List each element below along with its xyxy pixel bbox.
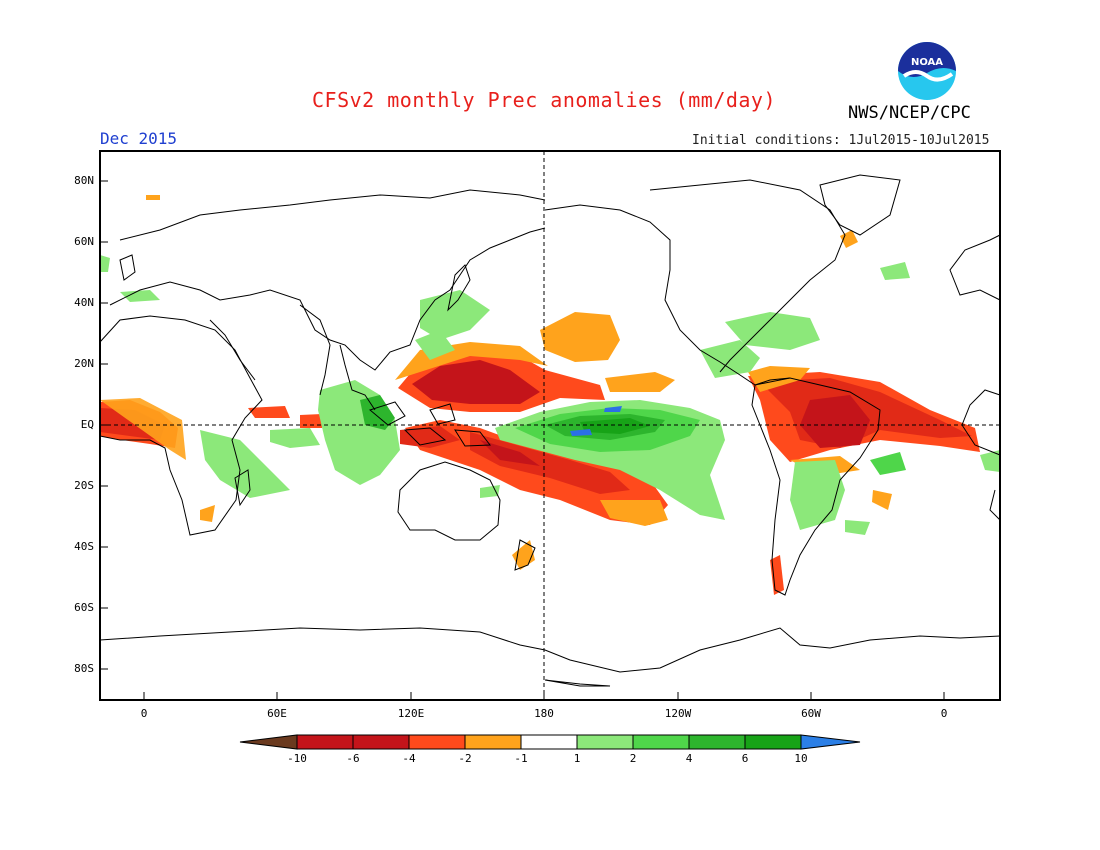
colorbar-label: -6 — [346, 752, 360, 765]
lat-label: EQ — [80, 418, 94, 431]
colorbar-bin — [296, 734, 354, 750]
initial-conditions: Initial conditions: 1Jul2015-10Jul2015 — [692, 133, 989, 148]
lon-label: 120W — [664, 707, 692, 720]
initial-conditions-label: Initial conditions: — [692, 133, 841, 148]
lat-label: 80S — [74, 662, 94, 675]
africa-coastline — [99, 315, 263, 536]
lat-label: 60N — [74, 235, 94, 248]
colorbar-bin — [744, 734, 802, 750]
south-america-coastline — [751, 377, 881, 596]
forecast-month: Dec 2015 — [100, 129, 178, 148]
colorbar-bin — [576, 734, 634, 750]
colorbar-bin — [464, 734, 522, 750]
lon-label: 180 — [534, 707, 554, 720]
colorbar-label: -4 — [402, 752, 416, 765]
lat-label: 40S — [74, 540, 94, 553]
colorbar-low-arrow — [239, 734, 298, 750]
colorbar-bin — [632, 734, 690, 750]
colorbar-label: 1 — [573, 752, 581, 765]
colorbar-bin — [688, 734, 746, 750]
lat-label: 20S — [74, 479, 94, 492]
lon-label: 60E — [267, 707, 287, 720]
lon-label: 60W — [801, 707, 821, 720]
agency-label: NWS/NCEP/CPC — [848, 103, 971, 123]
colorbar-bin — [352, 734, 410, 750]
lon-label: 0 — [940, 707, 948, 720]
north-america-coastline — [649, 179, 846, 373]
lat-label: 40N — [74, 296, 94, 309]
noaa-logo-text: NOAA — [911, 57, 943, 68]
noaa-logo-icon: NOAA — [898, 42, 956, 100]
map-title: CFSv2 monthly Prec anomalies (mm/day) — [312, 88, 777, 112]
colorbar — [239, 734, 861, 750]
colorbar-label: -10 — [287, 752, 307, 765]
dry-anomaly-north-pacific — [540, 312, 620, 362]
colorbar-label: 4 — [685, 752, 693, 765]
lat-label: 60S — [74, 601, 94, 614]
eurasia-coastline — [109, 227, 546, 411]
antarctica-coastline — [99, 627, 1001, 673]
colorbar-label: 6 — [741, 752, 749, 765]
colorbar-label: -1 — [514, 752, 528, 765]
initial-conditions-value: 1Jul2015-10Jul2015 — [848, 133, 990, 148]
australia-coastline — [397, 461, 501, 541]
colorbar-label: 2 — [629, 752, 637, 765]
colorbar-high-arrow — [800, 734, 861, 750]
lat-label: 20N — [74, 357, 94, 370]
lat-label: 80N — [74, 174, 94, 187]
coastlines — [99, 174, 1001, 687]
colorbar-bin — [520, 734, 578, 750]
lon-label: 120E — [397, 707, 425, 720]
colorbar-label: -2 — [458, 752, 472, 765]
colorbar-label: 10 — [794, 752, 808, 765]
lon-label: 0 — [140, 707, 148, 720]
colorbar-bin — [408, 734, 466, 750]
